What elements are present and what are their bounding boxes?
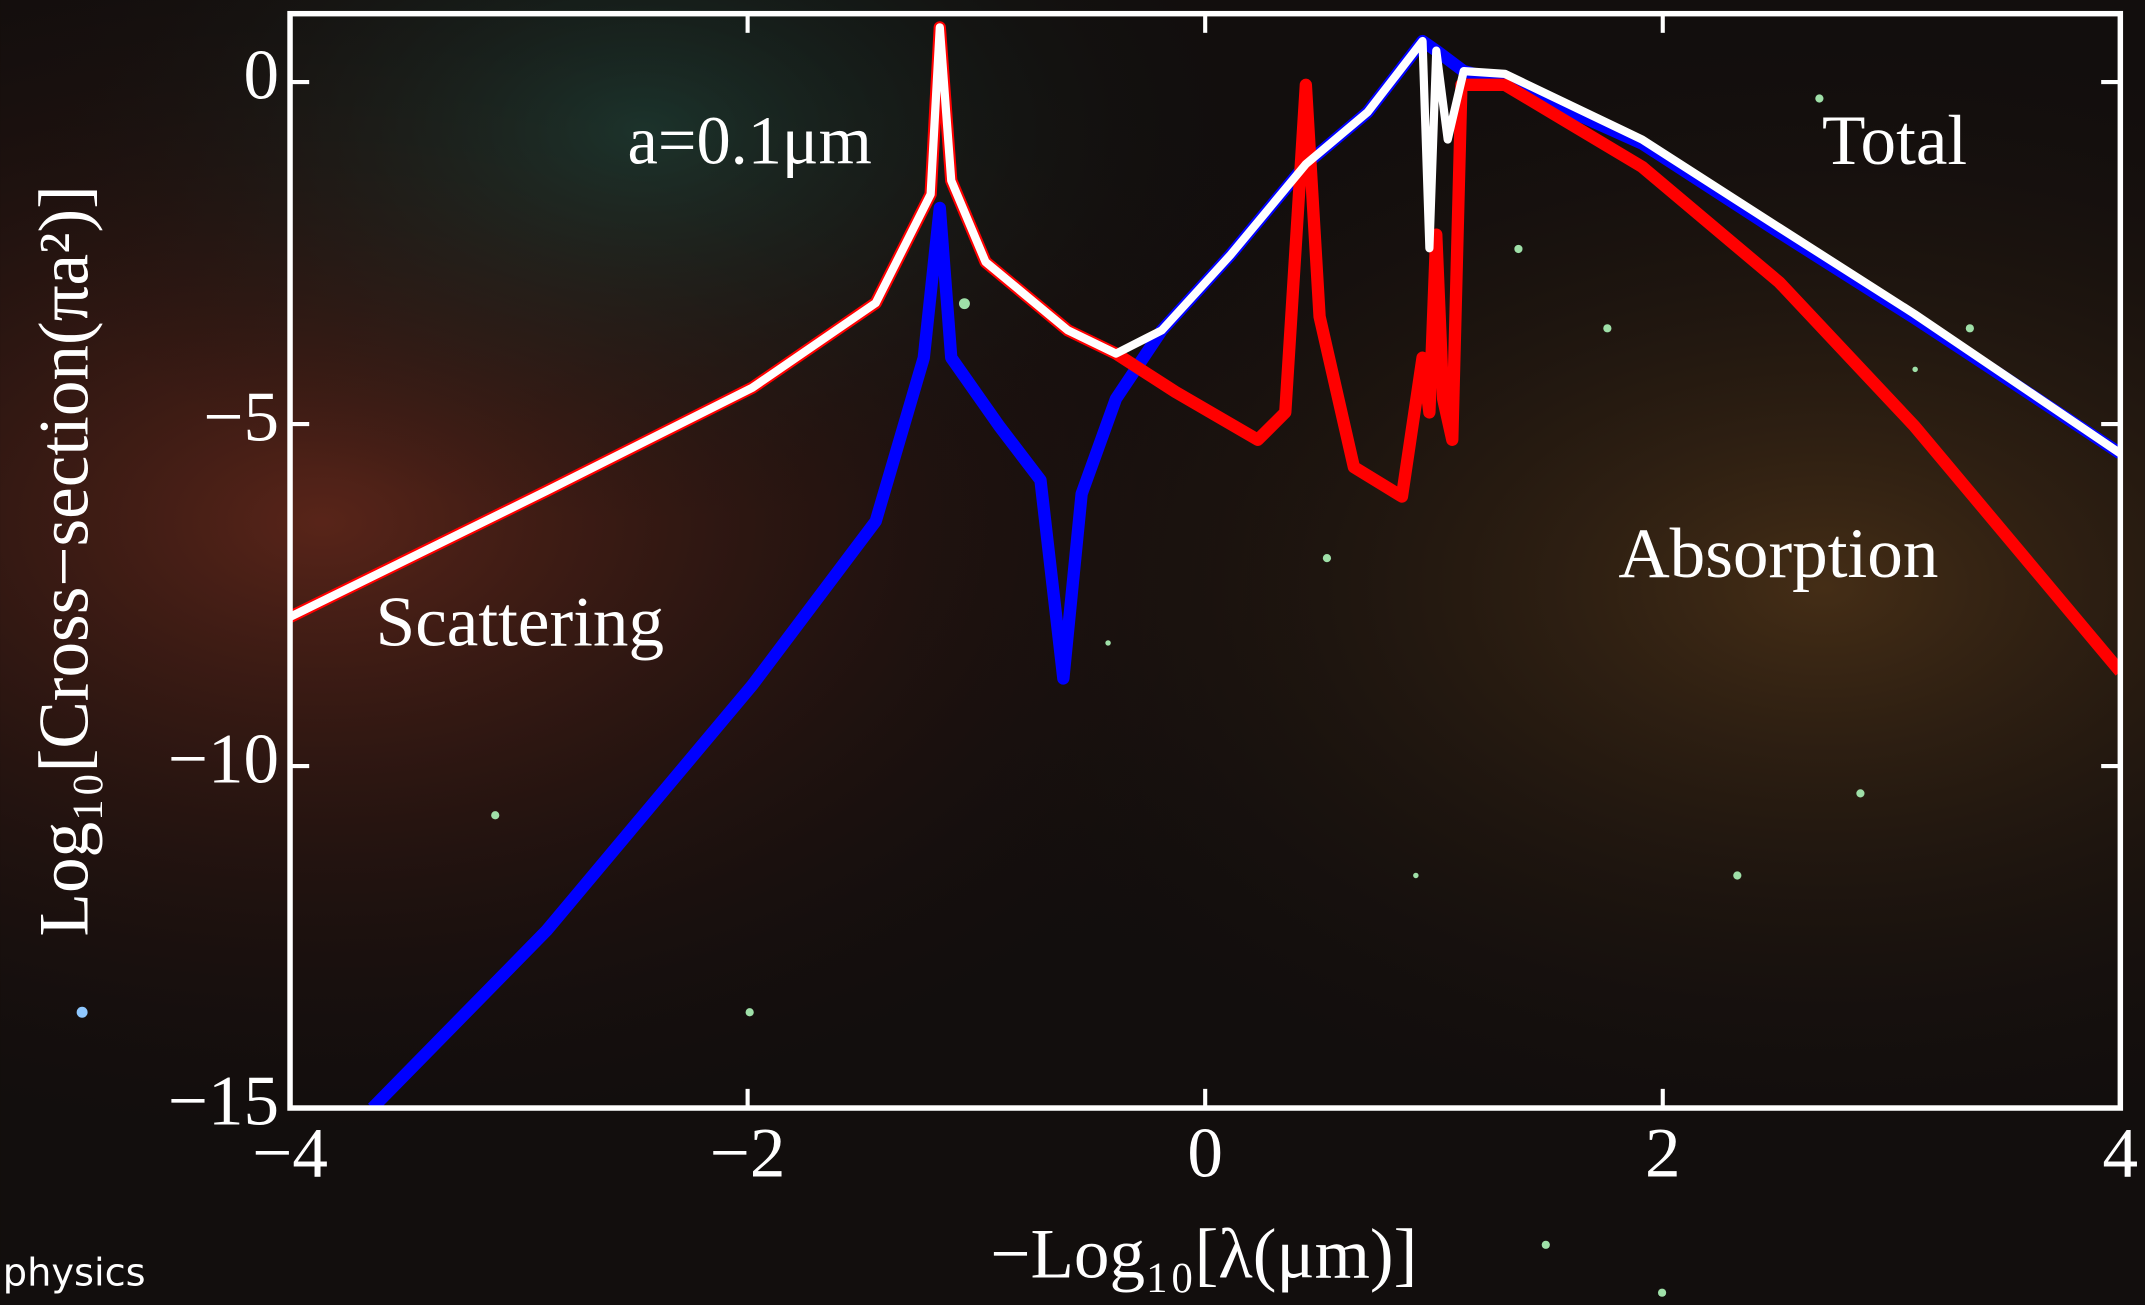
y-tick-label: −5 <box>203 378 279 456</box>
y-tick-label: 0 <box>244 36 280 114</box>
x-tick-label: 2 <box>1645 1114 1681 1192</box>
x-tick-label: −2 <box>710 1114 786 1192</box>
watermark: physics <box>3 1250 146 1295</box>
x-tick-label: 4 <box>2103 1114 2139 1192</box>
y-axis-label: Log₁₀[Cross−section(πa²)] <box>26 185 104 936</box>
series-label: Scattering <box>376 584 664 662</box>
x-tick-label: −4 <box>252 1114 328 1192</box>
x-tick-label: 0 <box>1187 1114 1223 1192</box>
y-tick-label: −10 <box>168 720 279 798</box>
x-axis-label: −Log₁₀[λ(μm)] <box>990 1216 1417 1294</box>
series-label: Absorption <box>1618 515 1938 593</box>
series-label: Total <box>1822 102 1967 180</box>
y-tick-label: −15 <box>168 1062 279 1140</box>
series-line <box>290 23 2121 621</box>
stars <box>76 94 1974 1297</box>
annotation: a=0.1μm <box>628 102 872 178</box>
